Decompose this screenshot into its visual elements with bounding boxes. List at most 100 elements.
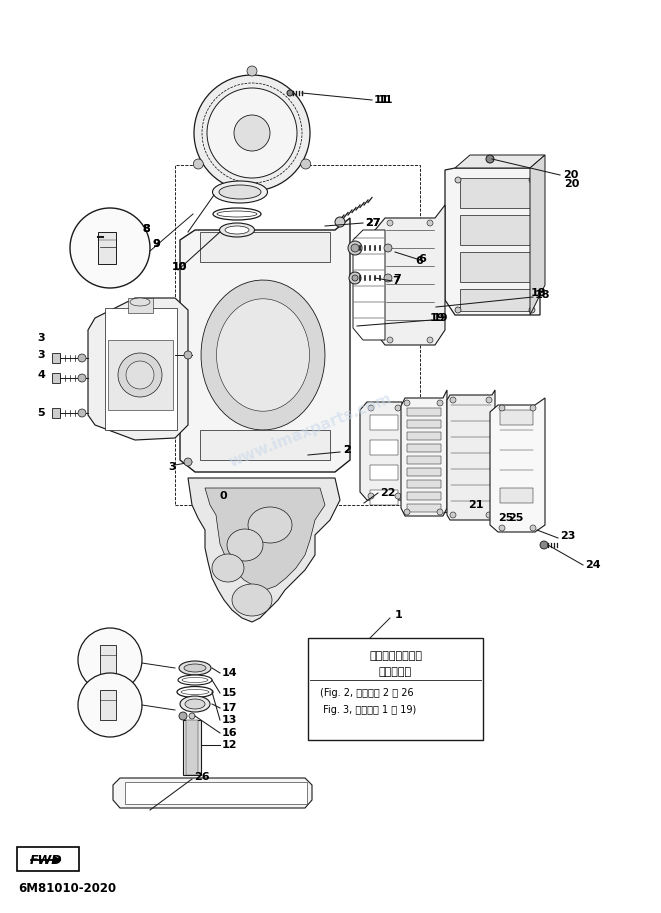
Bar xyxy=(407,432,441,440)
Bar xyxy=(175,165,420,505)
Circle shape xyxy=(455,307,461,313)
Ellipse shape xyxy=(203,788,213,798)
Bar xyxy=(308,638,483,740)
Text: 6M81010-2020: 6M81010-2020 xyxy=(18,881,116,895)
Circle shape xyxy=(455,177,461,183)
Bar xyxy=(98,232,116,264)
Text: 16: 16 xyxy=(222,728,237,738)
Circle shape xyxy=(530,405,536,411)
Bar xyxy=(460,178,530,208)
Circle shape xyxy=(450,512,456,518)
Text: (Fig. 2, 見出番号 2 ～ 26: (Fig. 2, 見出番号 2 ～ 26 xyxy=(320,688,414,698)
Ellipse shape xyxy=(232,584,272,616)
Ellipse shape xyxy=(213,208,261,220)
Bar xyxy=(500,488,533,503)
Circle shape xyxy=(499,525,505,531)
Text: 26: 26 xyxy=(194,772,210,782)
Circle shape xyxy=(349,272,361,284)
Ellipse shape xyxy=(228,788,238,798)
Text: 12: 12 xyxy=(222,740,237,750)
Polygon shape xyxy=(188,478,340,622)
Text: 5: 5 xyxy=(37,408,45,418)
Text: アセンブリ: アセンブリ xyxy=(379,667,412,677)
Ellipse shape xyxy=(180,696,210,712)
Polygon shape xyxy=(201,280,325,430)
Text: 3: 3 xyxy=(37,333,45,343)
Ellipse shape xyxy=(212,181,268,203)
Text: 27: 27 xyxy=(365,218,381,228)
Circle shape xyxy=(384,274,392,282)
Text: 4: 4 xyxy=(37,370,45,380)
Circle shape xyxy=(486,512,492,518)
Circle shape xyxy=(404,509,410,515)
Text: 20: 20 xyxy=(564,179,580,189)
Polygon shape xyxy=(217,299,309,411)
Bar xyxy=(407,468,441,476)
Polygon shape xyxy=(113,778,312,808)
Text: 11: 11 xyxy=(374,95,389,105)
Ellipse shape xyxy=(217,211,257,217)
Polygon shape xyxy=(445,168,540,315)
Circle shape xyxy=(529,177,535,183)
Circle shape xyxy=(189,713,195,719)
Text: クランクシリンダ: クランクシリンダ xyxy=(369,651,422,661)
Text: 6: 6 xyxy=(415,256,423,266)
Ellipse shape xyxy=(278,788,288,798)
Text: 9: 9 xyxy=(152,239,160,249)
Circle shape xyxy=(540,541,548,549)
Text: 1: 1 xyxy=(395,610,403,620)
Circle shape xyxy=(184,458,192,466)
Circle shape xyxy=(486,155,494,163)
Polygon shape xyxy=(530,155,545,315)
Text: 27: 27 xyxy=(365,218,381,228)
Bar xyxy=(200,232,330,262)
Circle shape xyxy=(384,244,392,252)
Bar xyxy=(52,373,60,383)
Text: 7: 7 xyxy=(393,274,401,284)
Circle shape xyxy=(351,244,359,252)
Circle shape xyxy=(118,353,162,397)
Ellipse shape xyxy=(227,529,263,561)
Bar xyxy=(183,720,201,775)
Polygon shape xyxy=(455,155,545,168)
Text: 19: 19 xyxy=(433,313,449,323)
Bar xyxy=(52,353,60,363)
Circle shape xyxy=(247,66,257,76)
Ellipse shape xyxy=(182,677,208,683)
Circle shape xyxy=(395,405,401,411)
Text: 23: 23 xyxy=(560,531,575,541)
Circle shape xyxy=(78,374,86,382)
Circle shape xyxy=(530,525,536,531)
Ellipse shape xyxy=(185,699,205,709)
Circle shape xyxy=(486,397,492,403)
Ellipse shape xyxy=(212,554,244,582)
Polygon shape xyxy=(88,298,188,440)
Polygon shape xyxy=(180,218,350,472)
Bar xyxy=(108,340,173,410)
Ellipse shape xyxy=(178,788,188,798)
Ellipse shape xyxy=(219,185,261,199)
Text: 6: 6 xyxy=(418,254,426,264)
Circle shape xyxy=(499,405,505,411)
Ellipse shape xyxy=(130,298,150,306)
Circle shape xyxy=(529,307,535,313)
Circle shape xyxy=(387,220,393,226)
Bar xyxy=(407,480,441,488)
Bar xyxy=(460,252,530,282)
Text: FWD: FWD xyxy=(30,854,62,866)
Text: 8: 8 xyxy=(142,224,150,234)
Ellipse shape xyxy=(184,664,206,672)
Text: 25: 25 xyxy=(508,513,524,523)
Polygon shape xyxy=(375,205,445,345)
Bar xyxy=(407,444,441,452)
Text: 2: 2 xyxy=(343,445,351,455)
Circle shape xyxy=(78,628,142,692)
Polygon shape xyxy=(401,390,447,516)
Text: 10: 10 xyxy=(172,262,187,272)
Text: 19: 19 xyxy=(430,313,446,323)
Circle shape xyxy=(427,220,433,226)
Ellipse shape xyxy=(248,507,292,543)
Bar xyxy=(407,420,441,428)
Bar xyxy=(370,490,398,505)
Text: 18: 18 xyxy=(531,288,547,298)
